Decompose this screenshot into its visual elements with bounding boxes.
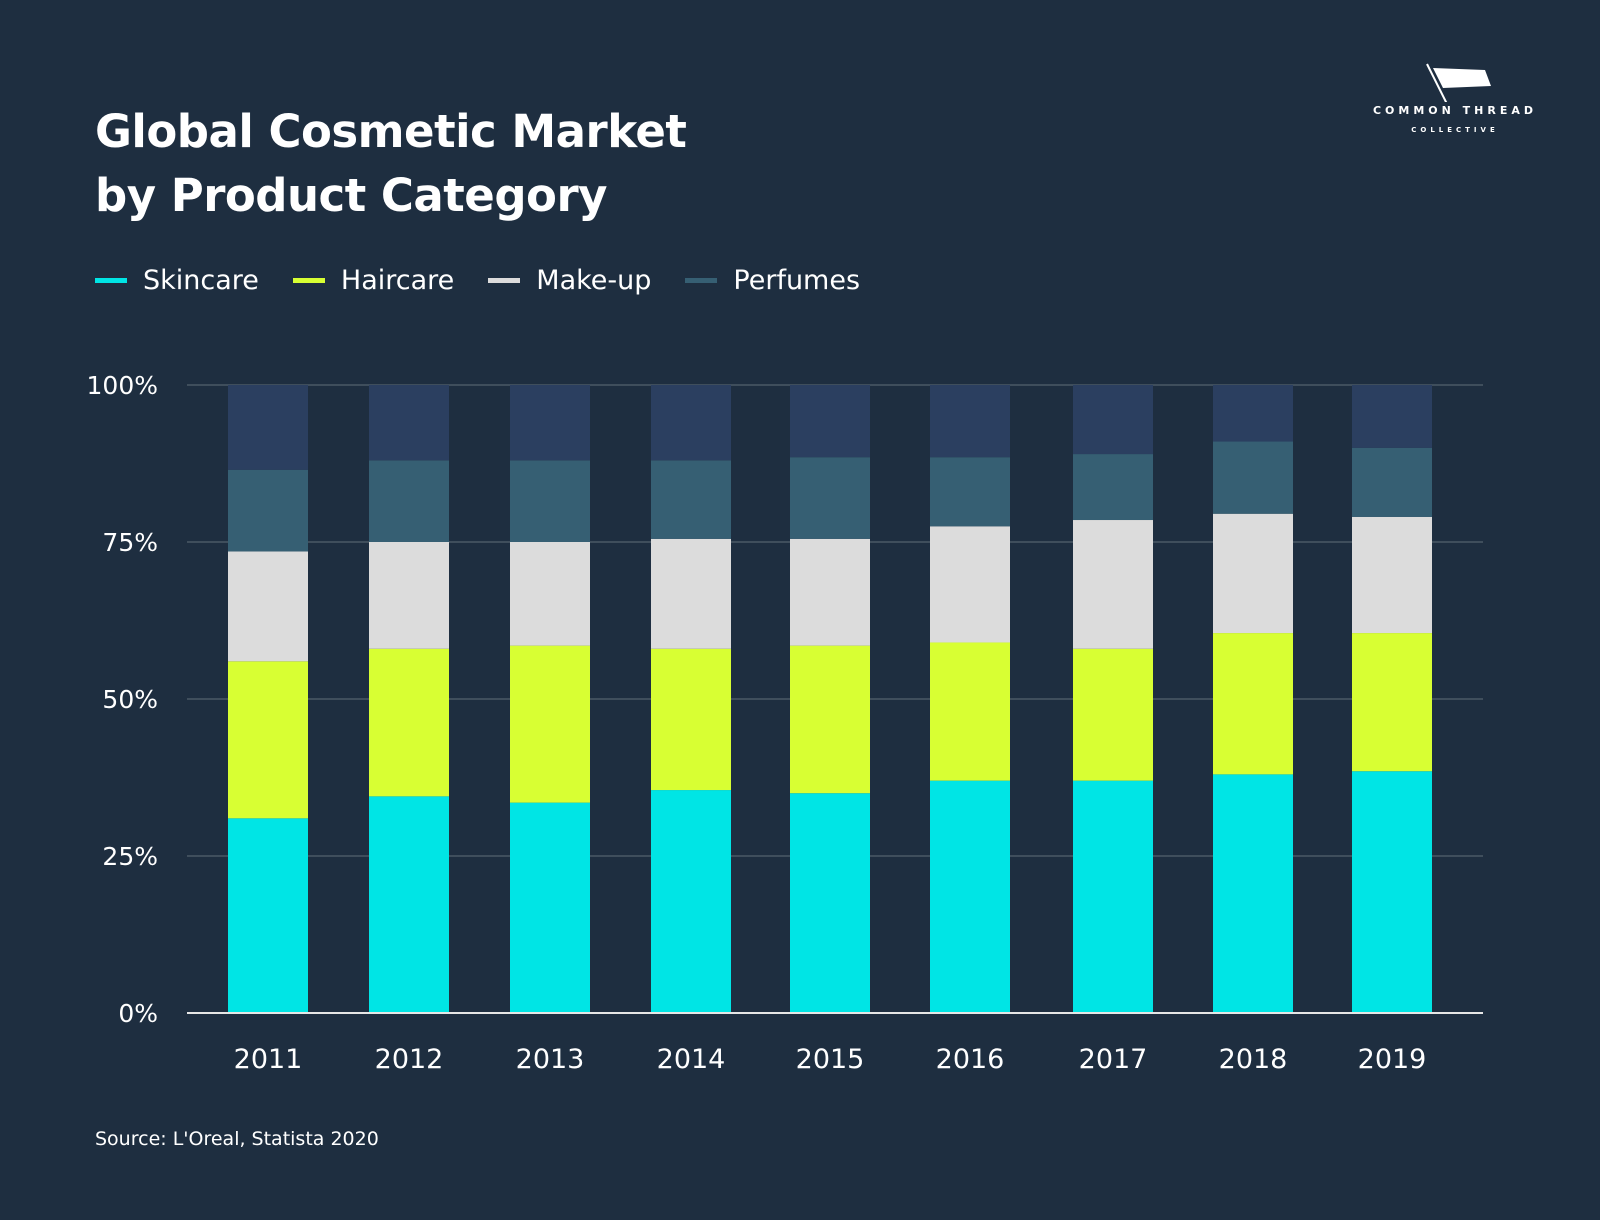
- legend-swatch-perfumes: [685, 277, 718, 283]
- bar-other-2013: [510, 385, 590, 461]
- y-tick-label: 75%: [102, 528, 158, 557]
- bar-haircare-2013: [510, 645, 590, 803]
- y-tick-label: 25%: [102, 842, 158, 871]
- bar-other-2011: [228, 385, 308, 470]
- bar-makeup-2012: [369, 542, 449, 649]
- bar-perfumes-2013: [510, 460, 590, 542]
- x-tick-label: 2012: [375, 1044, 444, 1075]
- bar-perfumes-2019: [1352, 447, 1432, 517]
- bar-makeup-2018: [1213, 513, 1293, 634]
- bar-skincare-2015: [790, 793, 870, 1013]
- bar-makeup-2013: [510, 542, 590, 646]
- bar-haircare-2019: [1352, 633, 1432, 772]
- bar-haircare-2014: [651, 648, 731, 791]
- bar-perfumes-2017: [1073, 454, 1153, 521]
- x-tick-label: 2014: [657, 1044, 726, 1075]
- x-tick-label: 2015: [796, 1044, 865, 1075]
- bar-haircare-2016: [930, 642, 1010, 781]
- bar-other-2019: [1352, 385, 1432, 448]
- brand-logo: COMMON THREAD COLLECTIVE: [1370, 62, 1540, 142]
- legend-item-skincare: Skincare: [95, 265, 259, 296]
- bar-perfumes-2015: [790, 457, 870, 539]
- bar-haircare-2017: [1073, 648, 1153, 781]
- legend-item-makeup: Make-up: [488, 265, 651, 296]
- bar-skincare-2011: [228, 818, 308, 1013]
- x-tick-label: 2016: [936, 1044, 1005, 1075]
- bar-perfumes-2014: [651, 460, 731, 539]
- bar-skincare-2013: [510, 802, 590, 1013]
- logo-name: COMMON THREAD: [1372, 104, 1538, 117]
- legend-swatch-haircare: [292, 277, 325, 283]
- bar-haircare-2011: [228, 661, 308, 819]
- chart-legend: Skincare Haircare Make-up Perfumes: [95, 262, 894, 298]
- bar-skincare-2017: [1073, 780, 1153, 1013]
- flag-icon: [1426, 63, 1491, 102]
- bar-skincare-2012: [369, 796, 449, 1013]
- legend-label-makeup: Make-up: [536, 264, 652, 296]
- logo-subtitle: COLLECTIVE: [1411, 126, 1499, 134]
- bar-other-2017: [1073, 385, 1153, 455]
- bar-perfumes-2016: [930, 457, 1010, 527]
- y-tick-label: 50%: [102, 685, 158, 714]
- bar-haircare-2018: [1213, 633, 1293, 775]
- bar-makeup-2014: [651, 538, 731, 649]
- bar-perfumes-2018: [1213, 441, 1293, 514]
- x-tick-label: 2019: [1358, 1044, 1427, 1075]
- bar-makeup-2017: [1073, 520, 1153, 649]
- x-tick-label: 2013: [516, 1044, 585, 1075]
- bar-other-2012: [369, 385, 449, 461]
- source-note: Source: L'Oreal, Statista 2020: [95, 1128, 379, 1150]
- bar-makeup-2019: [1352, 516, 1432, 634]
- bar-other-2018: [1213, 385, 1293, 442]
- bar-other-2014: [651, 385, 731, 461]
- bar-skincare-2016: [930, 780, 1010, 1013]
- bar-other-2015: [790, 385, 870, 458]
- bar-perfumes-2012: [369, 460, 449, 542]
- stacked-bar-chart: 0% 25% 50% 75% 100% 2011 2012 2013 2014 2015 2016 2…: [87, 371, 1483, 1075]
- legend-swatch-skincare: [95, 277, 127, 283]
- legend-label-perfumes: Perfumes: [733, 264, 861, 296]
- legend-swatch-makeup: [488, 277, 521, 283]
- bar-haircare-2012: [369, 648, 449, 797]
- y-tick-label: 0%: [118, 999, 158, 1028]
- title-line-2: by Product Category: [95, 169, 607, 222]
- y-tick-label: 100%: [87, 371, 158, 400]
- bar-haircare-2015: [790, 645, 870, 794]
- x-tick-label: 2018: [1219, 1044, 1288, 1075]
- legend-item-haircare: Haircare: [292, 264, 455, 296]
- title-line-1: Global Cosmetic Market: [95, 105, 687, 158]
- bar-skincare-2014: [651, 790, 731, 1013]
- legend-label-skincare: Skincare: [143, 264, 259, 296]
- x-tick-label: 2011: [234, 1044, 303, 1075]
- bar-makeup-2015: [790, 538, 870, 646]
- bar-skincare-2018: [1213, 774, 1293, 1013]
- bar-makeup-2016: [930, 526, 1010, 643]
- legend-label-haircare: Haircare: [340, 264, 455, 296]
- bar-makeup-2011: [228, 551, 308, 662]
- bar-perfumes-2011: [228, 469, 308, 552]
- bar-skincare-2019: [1352, 771, 1432, 1013]
- chart-title: Global Cosmetic Market by Product Catego…: [95, 100, 687, 228]
- bar-other-2016: [930, 385, 1010, 458]
- legend-item-perfumes: Perfumes: [685, 265, 860, 296]
- x-tick-label: 2017: [1079, 1044, 1148, 1075]
